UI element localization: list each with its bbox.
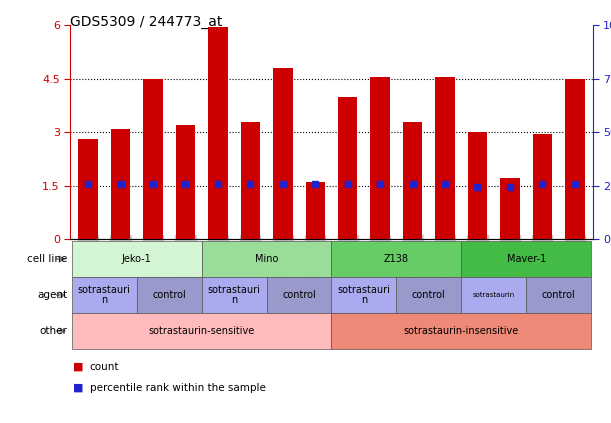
Text: control: control [542, 290, 576, 300]
Bar [241, 121, 260, 239]
Text: ■: ■ [73, 383, 84, 393]
Bar [338, 96, 357, 239]
Bar [143, 79, 163, 239]
Text: count: count [90, 362, 119, 372]
Text: Jeko-1: Jeko-1 [122, 254, 152, 264]
Text: agent: agent [37, 290, 67, 300]
Text: sotrastaurin-sensitive: sotrastaurin-sensitive [148, 326, 255, 336]
Bar [306, 182, 325, 239]
Bar [208, 27, 228, 239]
Text: control: control [282, 290, 316, 300]
Bar [370, 77, 390, 239]
Text: control: control [412, 290, 445, 300]
Text: sotrastauri
n: sotrastauri n [337, 285, 390, 305]
Text: sotrastaurin-insensitive: sotrastaurin-insensitive [404, 326, 519, 336]
Text: percentile rank within the sample: percentile rank within the sample [90, 383, 266, 393]
Bar [273, 68, 293, 239]
Text: Maver-1: Maver-1 [507, 254, 546, 264]
Bar [176, 125, 195, 239]
Bar [533, 134, 552, 239]
Bar [111, 129, 130, 239]
Text: sotrastaurin: sotrastaurin [472, 292, 515, 298]
Text: Z138: Z138 [384, 254, 409, 264]
Text: cell line: cell line [27, 254, 67, 264]
Bar [403, 121, 422, 239]
Bar [500, 179, 520, 239]
Bar [78, 139, 98, 239]
Bar [435, 77, 455, 239]
Text: control: control [152, 290, 186, 300]
Text: Mino: Mino [255, 254, 278, 264]
Text: sotrastauri
n: sotrastauri n [208, 285, 260, 305]
Text: GDS5309 / 244773_at: GDS5309 / 244773_at [70, 15, 222, 29]
Text: other: other [39, 326, 67, 336]
Text: ■: ■ [73, 362, 84, 372]
Bar [565, 79, 585, 239]
Text: sotrastauri
n: sotrastauri n [78, 285, 131, 305]
Bar [468, 132, 487, 239]
